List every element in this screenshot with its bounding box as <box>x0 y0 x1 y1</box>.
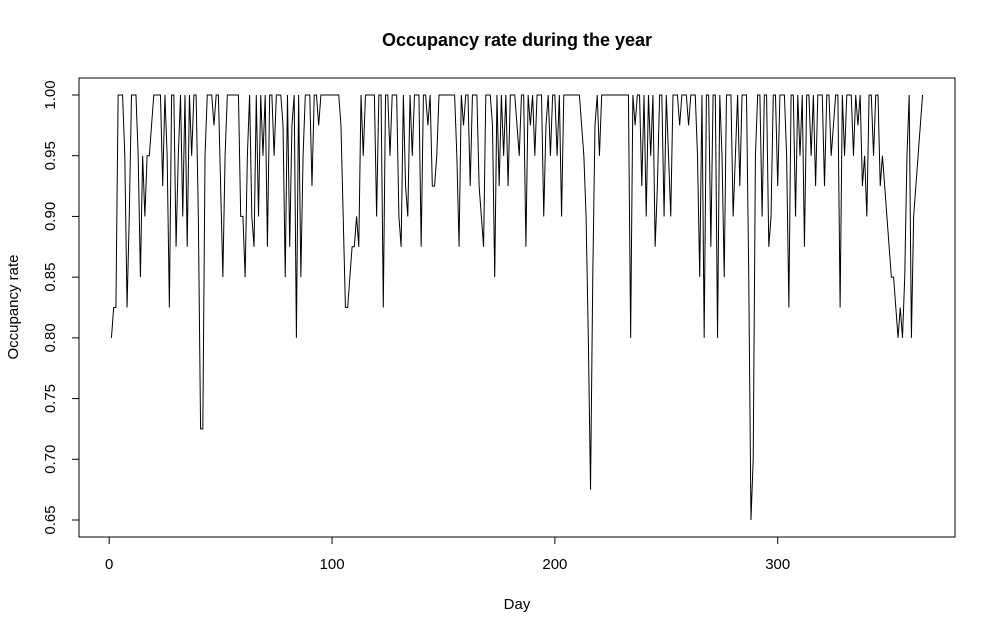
x-tick-label: 0 <box>105 556 113 573</box>
x-tick-label: 100 <box>320 556 345 573</box>
y-tick-label: 0.65 <box>42 505 59 534</box>
x-tick-label: 300 <box>765 556 790 573</box>
y-axis-label: Occupancy rate <box>5 254 22 359</box>
y-tick-label: 0.85 <box>42 263 59 292</box>
y-tick-label: 1.00 <box>42 80 59 109</box>
y-tick-label: 0.70 <box>42 445 59 474</box>
x-axis-label: Day <box>504 596 531 613</box>
y-tick-label: 0.95 <box>42 141 59 170</box>
chart-title: Occupancy rate during the year <box>382 30 652 50</box>
x-tick-label: 200 <box>542 556 567 573</box>
y-tick-label: 0.90 <box>42 202 59 231</box>
data-line <box>110 94 924 521</box>
y-tick-label: 0.75 <box>42 384 59 413</box>
y-tick-label: 0.80 <box>42 323 59 352</box>
